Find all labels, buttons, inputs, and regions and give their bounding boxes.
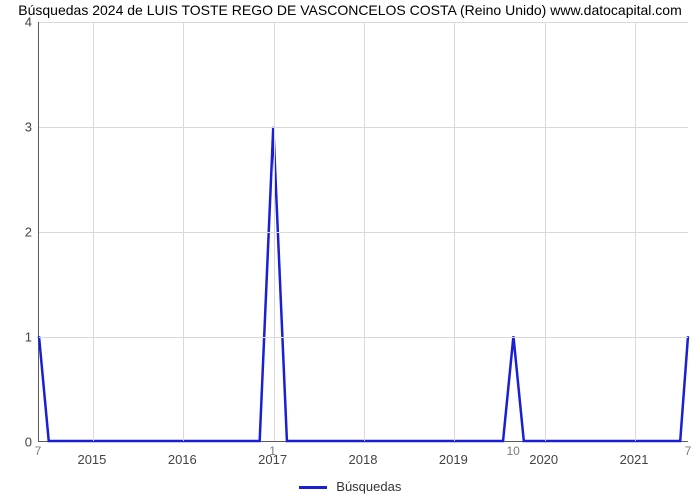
legend-label: Búsquedas: [336, 479, 401, 494]
legend-swatch: [299, 486, 327, 489]
plot-area: [38, 22, 688, 442]
y-tick-label: 0: [0, 435, 32, 450]
gridline-v: [545, 22, 546, 441]
y-tick-label: 3: [0, 120, 32, 135]
y-tick-label: 4: [0, 15, 32, 30]
data-value-label: 7: [35, 444, 42, 458]
gridline-v: [183, 22, 184, 441]
gridline-v: [93, 22, 94, 441]
x-tick-label: 2021: [620, 452, 649, 467]
gridline-v: [364, 22, 365, 441]
legend: Búsquedas: [0, 479, 700, 494]
chart-title: Búsquedas 2024 de LUIS TOSTE REGO DE VAS…: [0, 2, 700, 18]
gridline-v: [635, 22, 636, 441]
x-tick-label: 2020: [529, 452, 558, 467]
gridline-v: [274, 22, 275, 441]
y-tick-label: 1: [0, 330, 32, 345]
data-value-label: 10: [506, 444, 519, 458]
chart-container: Búsquedas 2024 de LUIS TOSTE REGO DE VAS…: [0, 0, 700, 500]
y-tick-label: 2: [0, 225, 32, 240]
x-tick-label: 2019: [439, 452, 468, 467]
data-value-label: 1: [269, 444, 276, 458]
x-tick-label: 2018: [349, 452, 378, 467]
x-tick-label: 2015: [77, 452, 106, 467]
gridline-v: [454, 22, 455, 441]
data-value-label: 7: [685, 444, 692, 458]
x-tick-label: 2016: [168, 452, 197, 467]
